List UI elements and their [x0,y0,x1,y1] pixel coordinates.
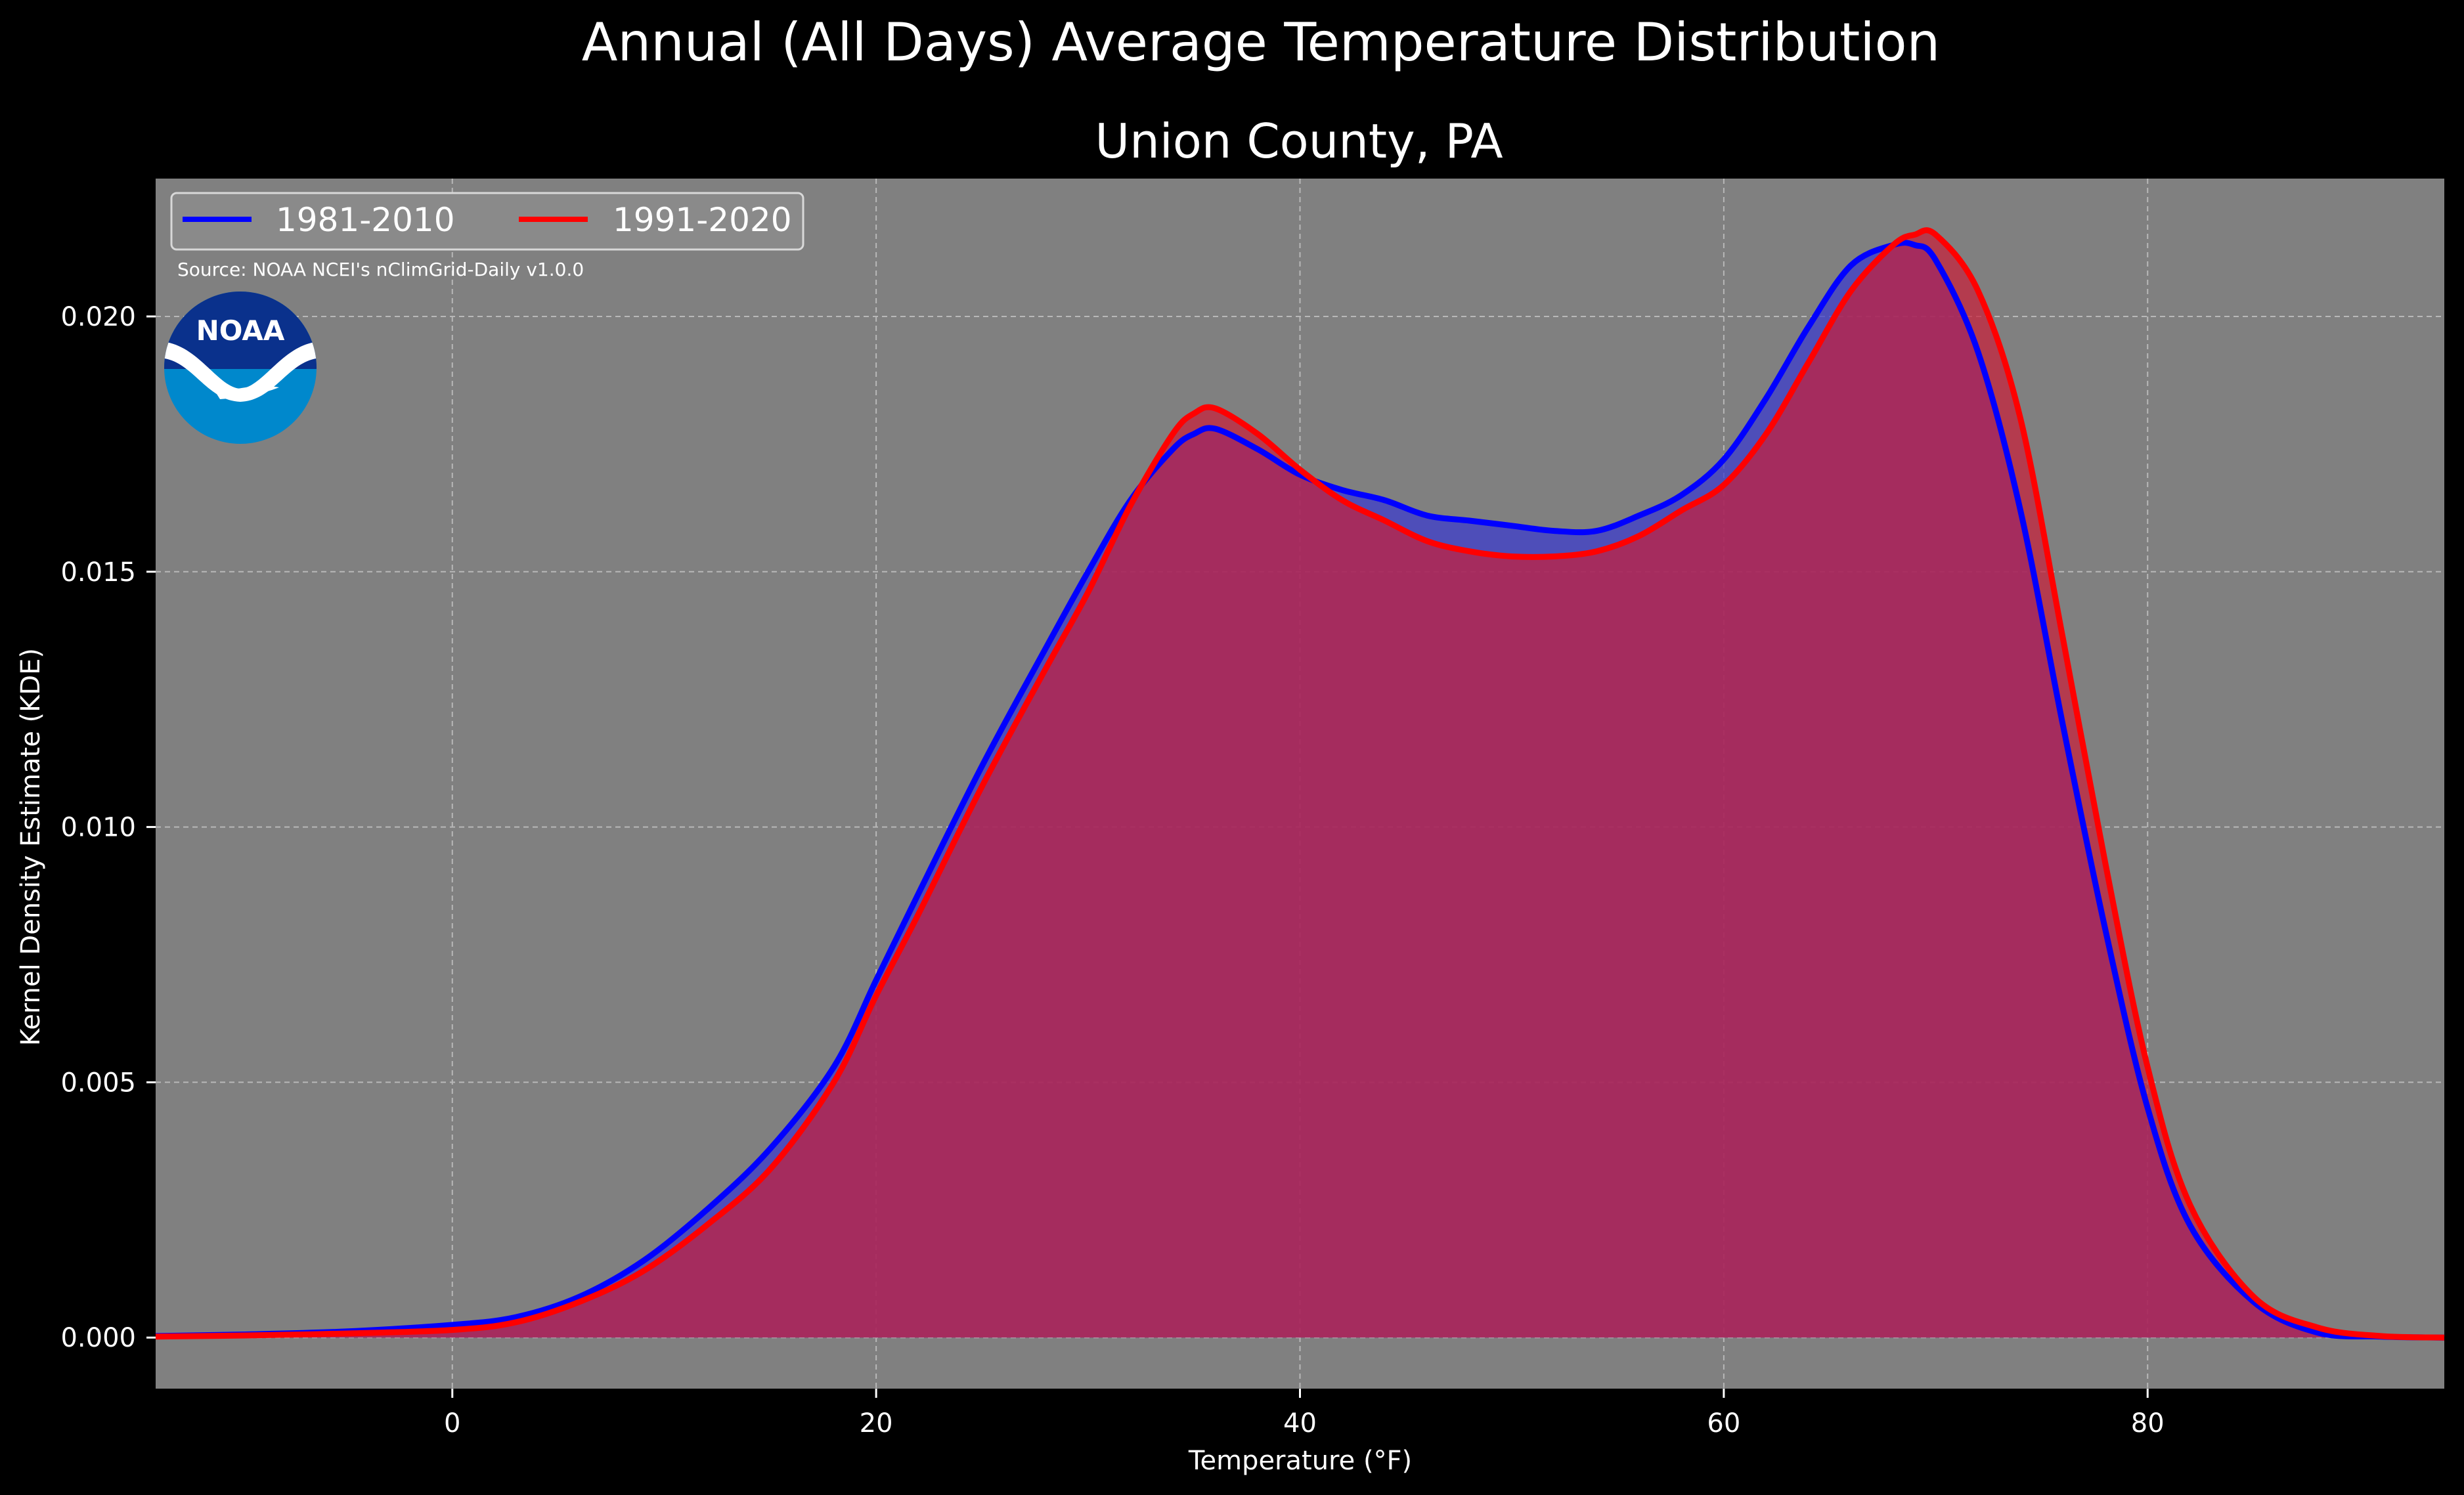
legend: 1981-2010 1991-2020 [170,192,804,251]
noaa-logo-text: NOAA [196,314,285,347]
noaa-logo: NOAA [164,292,317,444]
y-tick-label: 0.000 [60,1323,136,1353]
chart-suptitle: Annual (All Days) Average Temperature Di… [582,12,1940,73]
y-tick-label: 0.010 [60,813,136,843]
legend-label-1981-2010: 1981-2010 [276,201,455,239]
x-tick-label: 40 [1283,1408,1317,1439]
x-tick-label: 80 [2131,1408,2165,1439]
density-lines [155,227,2445,1341]
area-1991-2020 [156,230,2444,1338]
y-tick-label: 0.015 [60,557,136,588]
legend-box [170,192,804,251]
source-note: Source: NOAA NCEI's nClimGrid-Daily v1.0… [177,259,584,280]
line-1981-2010 [155,240,2445,1341]
density-areas [156,230,2444,1338]
line-1991-2020 [155,227,2445,1341]
x-tick-label: 20 [860,1408,893,1439]
axis-ticks: 0 20 40 60 80 0.000 0.005 0.010 0.015 0.020 [60,302,2164,1439]
y-tick-label: 0.005 [60,1068,136,1098]
y-axis-label: Kernel Density Estimate (KDE) [16,648,46,1046]
chart-title: Union County, PA [1095,114,1503,169]
x-axis-label: Temperature (°F) [1188,1446,1412,1476]
x-tick-label: 60 [1707,1408,1740,1439]
legend-label-1991-2020: 1991-2020 [613,201,792,239]
x-tick-label: 0 [444,1408,460,1439]
y-tick-label: 0.020 [60,302,136,332]
